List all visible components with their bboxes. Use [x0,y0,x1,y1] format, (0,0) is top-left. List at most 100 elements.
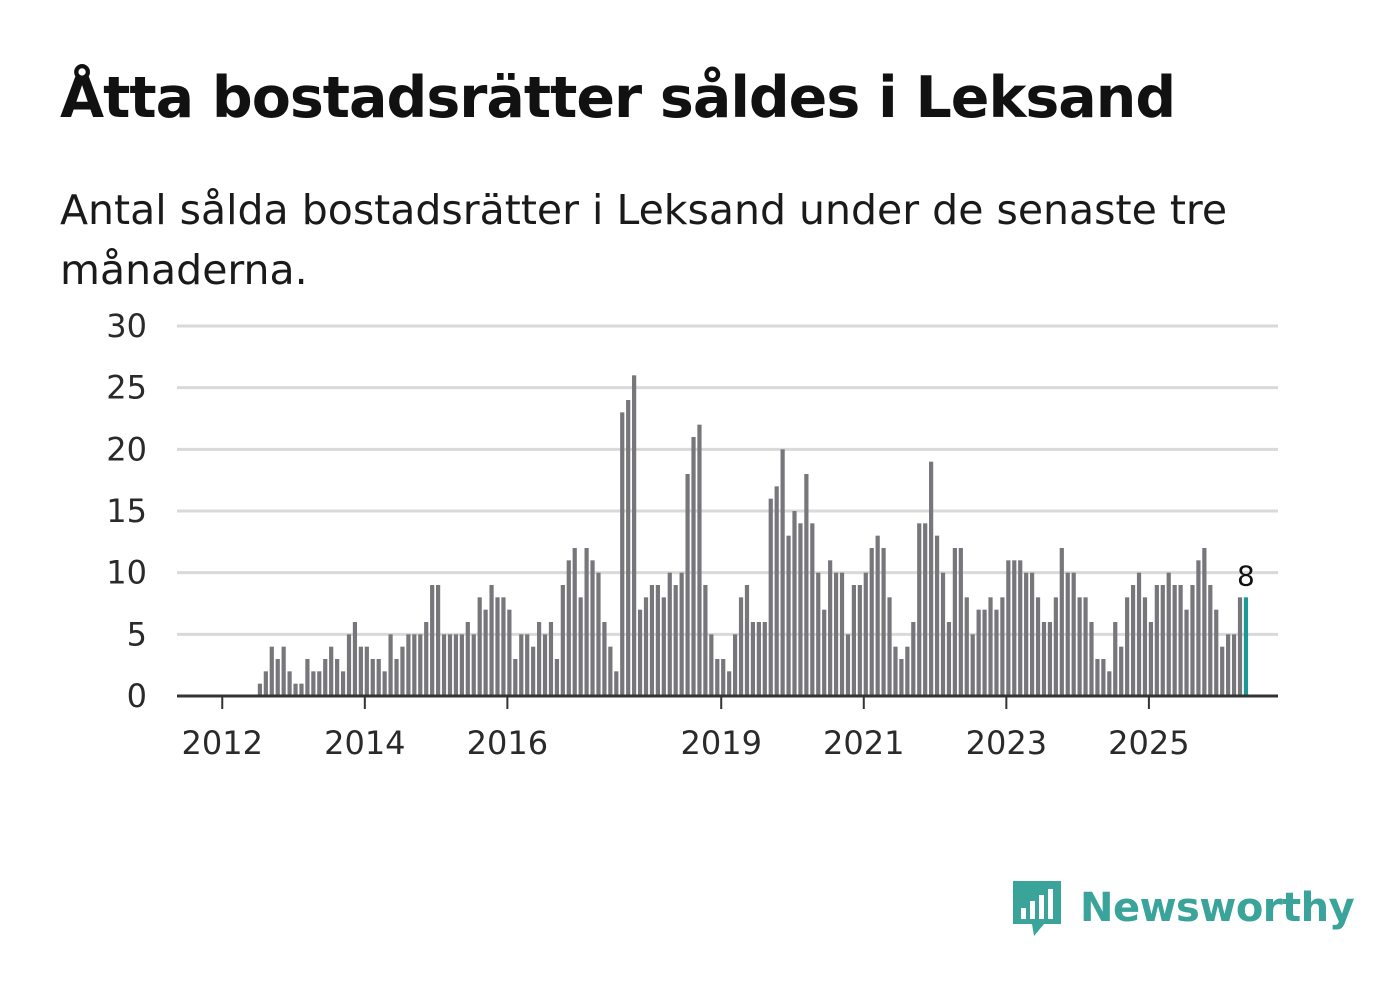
bar [733,634,738,696]
bar [441,634,447,696]
bar [614,671,619,696]
bar [340,671,346,696]
bar [566,560,571,696]
bar [346,634,352,696]
bar [263,671,268,696]
bar [810,523,815,696]
bar [958,548,963,696]
bar [501,597,506,696]
bar [1041,622,1047,696]
bar [750,622,756,696]
bar [465,622,470,696]
bar [305,659,310,696]
bar [489,585,494,696]
bar [447,634,453,696]
bar [994,609,999,696]
bar [756,622,761,696]
bar [382,671,387,696]
bar [572,548,577,696]
bar [430,585,435,696]
bar [851,585,856,696]
bar [1130,585,1136,696]
bar [1035,597,1041,696]
bar [1101,659,1106,696]
y-tick-label: 0 [127,677,147,715]
bar [703,585,708,696]
y-tick-label: 25 [106,369,147,407]
bar [857,585,862,696]
x-tick-label: 2021 [823,724,904,762]
x-tick-label: 2025 [1108,724,1189,762]
bar [923,523,928,696]
bar [632,375,637,696]
bar [816,572,821,696]
bar [1065,572,1070,696]
bar [525,634,530,696]
bar [976,609,981,696]
brand-name: Newsworthy [1080,885,1355,931]
bar [637,609,643,696]
chart-subtitle: Antal sålda bostadsrätter i Leksand unde… [60,186,1228,294]
bar [798,523,803,696]
bar [792,511,797,696]
bar [590,560,595,696]
bar [661,597,666,696]
bar [804,474,809,696]
bar [1012,560,1017,696]
bar [738,597,744,696]
bar [602,622,607,696]
bar [459,634,464,696]
bar [620,412,625,696]
bar [406,634,411,696]
bar [424,622,429,696]
bar [863,572,868,696]
bar [453,634,459,696]
x-tick-label: 2016 [467,724,548,762]
bar [940,572,946,696]
bar [1006,560,1011,696]
bar [329,646,334,696]
bar [911,622,916,696]
bar [1095,659,1100,696]
bar [1089,622,1094,696]
x-tick-label: 2023 [966,724,1047,762]
bar [691,437,696,696]
bar [929,461,934,696]
bar [1107,671,1112,696]
bar [536,622,542,696]
bar [893,646,898,696]
bar [495,597,500,696]
bar [1136,572,1142,696]
y-tick-label: 10 [106,554,147,592]
bar [578,597,583,696]
bar [608,646,613,696]
bar [584,548,589,696]
y-tick-label: 5 [127,615,147,653]
bar [418,634,423,696]
bar [364,646,369,696]
bar [839,572,845,696]
bar [875,535,880,696]
bar [388,634,393,696]
bar [281,646,286,696]
bar [1220,646,1225,696]
bar [335,659,340,696]
bar [1154,585,1159,696]
bar [727,671,732,696]
y-tick-label: 20 [106,430,147,468]
bar [786,535,791,696]
bar [596,572,601,696]
bar [869,548,874,696]
bar [394,659,399,696]
bar [287,671,292,696]
bar [899,659,904,696]
bar [828,560,833,696]
bar [352,622,358,696]
brand-logo: Newsworthy [1010,878,1355,938]
bar [507,609,512,696]
bar [1083,597,1088,696]
bar [655,585,660,696]
bar [917,523,922,696]
bar [376,659,381,696]
bar [1226,634,1231,696]
